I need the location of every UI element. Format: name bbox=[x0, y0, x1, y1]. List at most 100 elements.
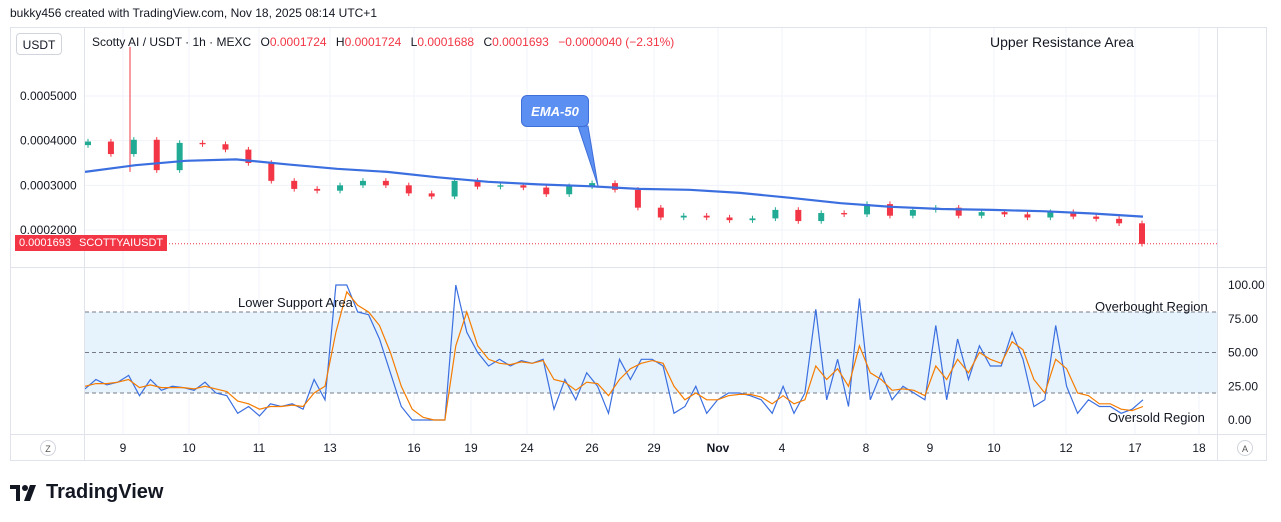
timezone-button[interactable]: Z bbox=[40, 440, 56, 456]
oversold-label: Oversold Region bbox=[1108, 410, 1205, 425]
low-label: L bbox=[410, 35, 418, 49]
ema-50-line bbox=[84, 158, 1144, 218]
candle-body bbox=[222, 144, 229, 150]
time-tick-label: 24 bbox=[520, 441, 534, 455]
high-label: H bbox=[335, 35, 345, 49]
candle-body bbox=[176, 142, 183, 171]
candle-body bbox=[589, 183, 596, 187]
time-tick-label: 26 bbox=[585, 441, 599, 455]
candle-body bbox=[864, 204, 871, 215]
price-tick-label: 0.0005000 bbox=[20, 89, 77, 103]
current-price-value: 0.0001693 bbox=[19, 237, 71, 249]
time-tick-label: 29 bbox=[647, 441, 661, 455]
pane-separators bbox=[10, 28, 1267, 461]
candle-body bbox=[1047, 212, 1054, 218]
time-tick-label: Nov bbox=[707, 441, 730, 455]
close-label: C bbox=[483, 35, 493, 49]
candle-body bbox=[726, 217, 733, 221]
band-fill bbox=[85, 312, 1217, 393]
time-tick-label: 10 bbox=[987, 441, 1001, 455]
candle-body bbox=[841, 213, 848, 215]
oscillator-tick-label: 75.00 bbox=[1228, 312, 1258, 326]
candle-body bbox=[245, 149, 252, 163]
candle-body bbox=[474, 180, 481, 187]
tradingview-logo-icon bbox=[10, 484, 36, 501]
time-tick-label: 12 bbox=[1059, 441, 1073, 455]
oscillator-axis-labels: 100.00 75.00 50.00 25.00 0.00 bbox=[1228, 278, 1265, 427]
candle-body bbox=[955, 207, 962, 216]
time-tick-label: 17 bbox=[1128, 441, 1142, 455]
oscillator-band bbox=[85, 311, 1217, 394]
open-label: O bbox=[260, 35, 270, 49]
time-tick-label: 18 bbox=[1192, 441, 1206, 455]
candle-body bbox=[749, 218, 756, 221]
candle-body bbox=[428, 193, 435, 197]
time-tick-label: 11 bbox=[253, 441, 266, 455]
candle-body bbox=[382, 180, 389, 186]
candle-body bbox=[85, 141, 91, 146]
candle-body bbox=[978, 212, 985, 216]
candle-body bbox=[359, 180, 366, 186]
candlestick-series bbox=[85, 46, 1145, 247]
currency-button[interactable]: USDT bbox=[16, 33, 62, 55]
candle-body bbox=[520, 185, 527, 188]
candle-body bbox=[314, 188, 321, 191]
price-tick-label: 0.0003000 bbox=[20, 178, 77, 192]
open-value: 0.0001724 bbox=[269, 35, 327, 49]
time-tick-label: 19 bbox=[464, 441, 478, 455]
tradingview-logo: TradingView bbox=[10, 481, 163, 504]
candle-body bbox=[772, 209, 779, 219]
candle-body bbox=[1116, 218, 1123, 224]
oscillator-d-line bbox=[84, 290, 1144, 421]
oscillator-tick-label: 100.00 bbox=[1228, 278, 1265, 292]
candle-body bbox=[566, 186, 573, 195]
upper-resistance-label: Upper Resistance Area bbox=[990, 34, 1134, 50]
candle-body bbox=[451, 180, 458, 197]
brand-name: TradingView bbox=[46, 481, 164, 503]
chart-frame bbox=[10, 27, 1267, 461]
candle-body bbox=[107, 141, 114, 155]
candle-body bbox=[497, 185, 504, 187]
ema-callout[interactable]: EMA-50 bbox=[521, 95, 589, 127]
oscillator-tick-label: 25.00 bbox=[1228, 379, 1258, 393]
symbol-tag: SCOTTYAIUSDT bbox=[79, 237, 164, 249]
attribution-text: bukky456 created with TradingView.com, N… bbox=[10, 6, 377, 20]
symbol-label: Scotty AI / USDT · 1h · MEXC bbox=[92, 35, 252, 49]
time-tick-label: 9 bbox=[120, 441, 127, 455]
overbought-label: Overbought Region bbox=[1095, 299, 1208, 314]
oscillator-tick-label: 50.00 bbox=[1228, 346, 1258, 360]
candle-body bbox=[1139, 223, 1145, 244]
time-tick-label: 10 bbox=[182, 441, 196, 455]
candle-body bbox=[1070, 212, 1077, 217]
candle-body bbox=[337, 185, 344, 191]
candle-body bbox=[268, 163, 275, 181]
candle-body bbox=[1024, 214, 1031, 218]
candle-body bbox=[543, 187, 550, 195]
close-value: 0.0001693 bbox=[492, 35, 549, 49]
auto-scale-button[interactable]: A bbox=[1237, 440, 1253, 456]
price-tick-label: 0.0004000 bbox=[20, 134, 77, 148]
candle-body bbox=[703, 215, 710, 218]
candle-body bbox=[612, 183, 618, 190]
candle-body bbox=[1093, 216, 1100, 219]
ema-callout-pointer bbox=[577, 125, 599, 187]
candle-body bbox=[657, 207, 664, 218]
price-tick-label: 0.0002000 bbox=[20, 223, 77, 237]
price-axis-labels: 0.0005000 0.0004000 0.0003000 0.0002000 bbox=[20, 89, 77, 237]
candle-body bbox=[886, 204, 893, 216]
candle-body bbox=[680, 215, 687, 218]
time-tick-label: 13 bbox=[323, 441, 337, 455]
candle-body bbox=[909, 209, 916, 216]
time-tick-label: 8 bbox=[863, 441, 870, 455]
time-axis-labels: 9 10 11 13 16 19 24 26 29 Nov 4 8 9 10 12 17 18 bbox=[120, 441, 1206, 455]
change-value: −0.0000040 (−2.31%) bbox=[558, 35, 675, 49]
time-tick-label: 4 bbox=[779, 441, 786, 455]
candle-body bbox=[199, 142, 206, 145]
oscillator-k-line bbox=[84, 284, 1144, 421]
lower-support-label: Lower Support Area bbox=[238, 295, 353, 310]
candle-body bbox=[795, 209, 802, 222]
candle-body bbox=[130, 139, 137, 155]
candle-body bbox=[405, 185, 412, 194]
time-tick-label: 16 bbox=[407, 441, 421, 455]
